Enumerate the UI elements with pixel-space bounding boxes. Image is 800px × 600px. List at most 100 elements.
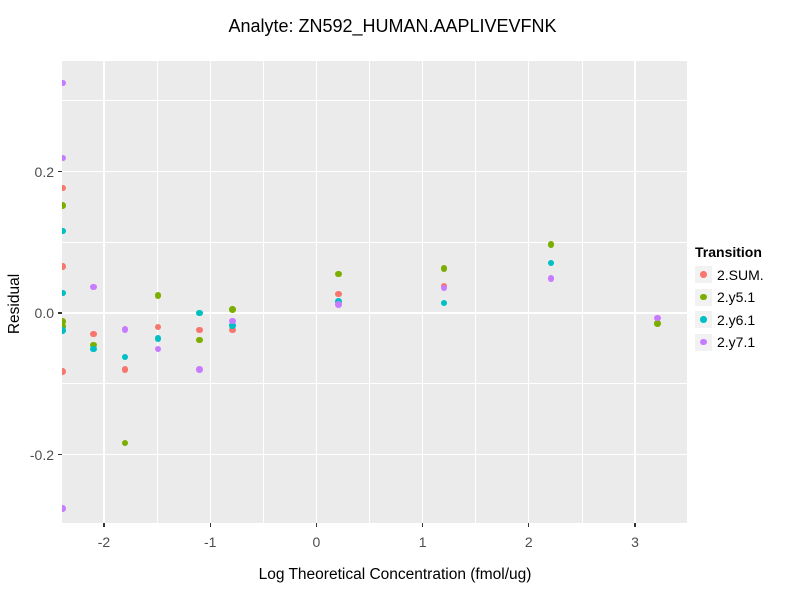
y-axis-tick-mark xyxy=(58,170,62,173)
x-axis-tick-label: -2 xyxy=(97,534,111,550)
legend-item-label: 2.y5.1 xyxy=(717,289,756,305)
x-axis-tick-mark xyxy=(528,523,530,527)
data-point xyxy=(440,265,448,272)
data-point xyxy=(196,336,203,344)
gridline-minor-vertical xyxy=(475,61,477,523)
gridline-minor-vertical xyxy=(581,61,583,523)
data-point xyxy=(121,326,129,333)
data-point xyxy=(154,345,162,353)
x-axis-tick-label: -1 xyxy=(203,534,217,550)
legend-key-box xyxy=(695,333,712,351)
gridline-minor-vertical xyxy=(156,61,158,523)
legend-item: 2.y7.1 xyxy=(695,333,764,351)
chart-title: Analyte: ZN592_HUMAN.AAPLIVEVFNK xyxy=(228,16,557,36)
data-point xyxy=(335,301,342,308)
y-axis-tick-label: 0.2 xyxy=(34,163,54,180)
data-point xyxy=(154,292,162,299)
legend-key-dot-icon xyxy=(700,316,707,323)
y-axis-label: Residual xyxy=(6,273,23,335)
gridline-major-vertical xyxy=(528,61,530,523)
x-axis-tick-label: 2 xyxy=(524,534,533,550)
gridline-minor-horizontal xyxy=(62,241,687,243)
data-point xyxy=(62,202,66,209)
legend-item: 2.y5.1 xyxy=(695,288,764,306)
x-axis-tick-mark xyxy=(103,523,105,527)
gridline-major-vertical xyxy=(103,61,105,523)
data-point xyxy=(121,353,129,361)
data-point xyxy=(90,341,97,349)
data-point xyxy=(335,270,342,278)
legend-item: 2.SUM. xyxy=(695,266,764,283)
legend-item: 2.y6.1 xyxy=(695,311,764,328)
data-point xyxy=(547,259,555,267)
data-point xyxy=(62,327,66,334)
data-point xyxy=(62,323,66,330)
data-point xyxy=(62,79,66,87)
data-point xyxy=(62,263,66,270)
gridline-minor-vertical xyxy=(369,61,370,523)
gridline-major-vertical xyxy=(634,61,636,523)
data-point xyxy=(196,309,203,317)
data-point xyxy=(654,320,661,327)
data-point xyxy=(90,345,97,353)
gridline-minor-horizontal xyxy=(62,100,687,102)
legend-key-dot-icon xyxy=(700,271,707,278)
data-point xyxy=(121,439,129,447)
data-point xyxy=(229,322,236,329)
data-point xyxy=(229,306,236,313)
gridline-major-horizontal xyxy=(62,453,687,456)
data-point xyxy=(196,326,203,334)
y-axis-tick-label: 0.0 xyxy=(34,305,54,321)
data-point xyxy=(229,317,236,325)
legend-key-box xyxy=(695,311,712,328)
gridline-major-vertical xyxy=(209,61,211,523)
data-point xyxy=(62,289,66,297)
legend-key-box xyxy=(695,266,712,283)
x-axis-tick-mark xyxy=(421,523,424,527)
x-axis-tick-mark xyxy=(634,523,636,527)
y-axis-tick-mark xyxy=(58,312,62,314)
legend-item-label: 2.y6.1 xyxy=(717,311,756,328)
legend-items: 2.SUM. 2.y5.1 2.y6.1 2.y7.1 xyxy=(695,266,764,351)
data-point xyxy=(547,275,555,282)
legend-item-label: 2.SUM. xyxy=(717,266,764,283)
gridline-minor-horizontal xyxy=(62,383,687,385)
x-axis-tick-label: 0 xyxy=(312,534,321,550)
data-point xyxy=(62,227,66,235)
data-point xyxy=(62,184,66,192)
data-point xyxy=(154,335,162,342)
x-axis-tick-mark xyxy=(315,523,318,527)
gridline-major-vertical xyxy=(421,61,424,523)
data-point xyxy=(62,505,66,512)
data-point xyxy=(121,366,129,373)
data-point xyxy=(229,326,236,334)
data-point xyxy=(440,284,448,292)
legend: Transition 2.SUM. 2.y5.1 2.y6.1 2.y7.1 xyxy=(695,244,764,356)
plot-panel xyxy=(62,61,687,523)
data-point xyxy=(196,366,203,373)
data-point xyxy=(90,283,97,291)
gridline-major-horizontal xyxy=(62,170,687,173)
data-point xyxy=(90,330,97,338)
x-axis-tick-label: 1 xyxy=(418,534,427,550)
data-point xyxy=(547,241,555,248)
legend-key-box xyxy=(695,288,712,306)
x-axis-tick-mark xyxy=(209,523,211,527)
data-point xyxy=(62,318,66,325)
legend-title: Transition xyxy=(695,244,762,260)
data-point xyxy=(335,290,342,298)
data-point xyxy=(440,299,448,307)
data-point xyxy=(654,314,661,322)
data-point xyxy=(62,154,66,162)
y-axis-tick-mark xyxy=(58,453,62,456)
x-axis-label: Log Theoretical Concentration (fmol/ug) xyxy=(258,566,532,583)
data-point xyxy=(62,368,66,375)
data-point xyxy=(154,323,162,331)
y-axis-tick-label: -0.2 xyxy=(29,446,54,463)
legend-item-label: 2.y7.1 xyxy=(717,334,756,350)
gridline-minor-vertical xyxy=(262,61,264,523)
gridline-major-vertical xyxy=(315,61,318,523)
legend-key-dot-icon xyxy=(700,338,707,346)
x-axis-tick-label: 3 xyxy=(631,534,639,550)
